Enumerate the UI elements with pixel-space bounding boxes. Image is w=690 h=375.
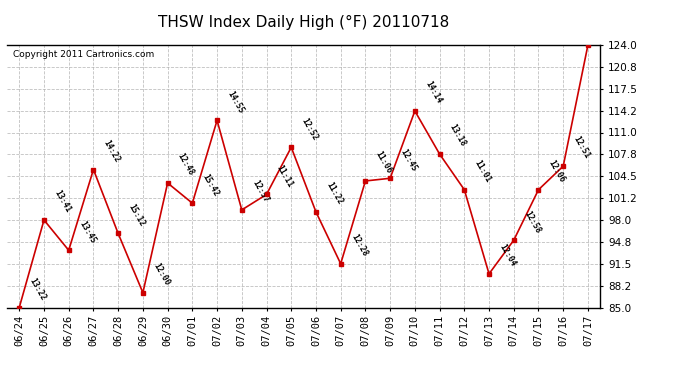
Text: 15:12: 15:12 (126, 202, 146, 228)
Text: 13:22: 13:22 (28, 276, 48, 302)
Text: 12:06: 12:06 (546, 159, 566, 184)
Text: 11:22: 11:22 (324, 181, 344, 206)
Text: 14:22: 14:22 (101, 138, 121, 164)
Text: 12:04: 12:04 (497, 243, 518, 268)
Text: 12:48: 12:48 (176, 152, 196, 177)
Text: 11:06: 11:06 (374, 150, 394, 176)
Text: 13:18: 13:18 (448, 123, 468, 148)
Text: 12:52: 12:52 (299, 116, 319, 142)
Text: 14:55: 14:55 (226, 89, 246, 115)
Text: 14:14: 14:14 (423, 80, 443, 105)
Text: 11:01: 11:01 (473, 159, 493, 184)
Text: 12:58: 12:58 (522, 209, 542, 235)
Text: 11:11: 11:11 (275, 163, 295, 189)
Text: 13:45: 13:45 (77, 219, 97, 245)
Text: 15:42: 15:42 (201, 172, 221, 198)
Text: 12:51: 12:51 (571, 135, 591, 160)
Text: 12:57: 12:57 (250, 179, 270, 204)
Text: 12:00: 12:00 (151, 261, 171, 287)
Text: 13:41: 13:41 (52, 189, 72, 214)
Text: THSW Index Daily High (°F) 20110718: THSW Index Daily High (°F) 20110718 (158, 15, 449, 30)
Text: 12:28: 12:28 (349, 232, 369, 258)
Text: 12:45: 12:45 (398, 147, 418, 173)
Text: Copyright 2011 Cartronics.com: Copyright 2011 Cartronics.com (13, 50, 154, 59)
